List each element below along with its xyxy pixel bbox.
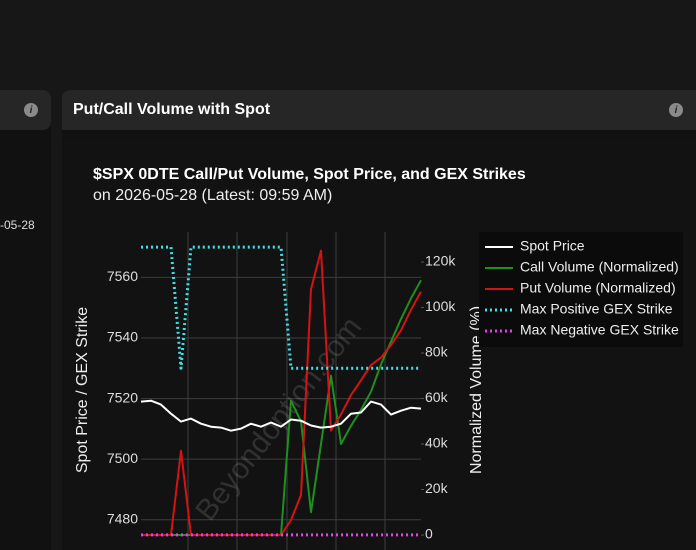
- left-panel: [0, 90, 51, 550]
- y-tick-label: 7480: [107, 510, 138, 526]
- y-tick-label: 7540: [107, 329, 138, 345]
- panel-title: Put/Call Volume with Spot: [73, 101, 271, 118]
- y2-axis-label: Normalized Volume (%): [468, 306, 485, 474]
- chart-title: $SPX 0DTE Call/Put Volume, Spot Price, a…: [93, 166, 526, 183]
- y2-tick-label: 20k: [425, 480, 449, 496]
- y2-tick-label: 60k: [425, 389, 449, 405]
- legend-label: Put Volume (Normalized): [520, 280, 676, 296]
- info-glyph: i: [30, 105, 33, 116]
- y-axis-label: Spot Price / GEX Strike: [74, 307, 91, 473]
- y2-tick-label: 0: [425, 526, 433, 542]
- left-date-fragment: -05-28: [0, 218, 35, 232]
- grid: [141, 232, 421, 550]
- info-icon[interactable]: [24, 103, 38, 117]
- legend-label: Call Volume (Normalized): [520, 259, 679, 275]
- y-tick-label: 7520: [107, 389, 138, 405]
- y2-tick-label: 120k: [425, 253, 456, 269]
- legend: Spot Price Call Volume (Normalized) Put Vo…: [479, 232, 683, 347]
- y2-tick-label: 100k: [425, 298, 456, 314]
- info-icon[interactable]: [669, 103, 683, 117]
- chart-subtitle: on 2026-05-28 (Latest: 09:59 AM): [93, 187, 332, 204]
- panel-header: [62, 90, 696, 130]
- y2-tick-label: 40k: [425, 435, 449, 451]
- y-tick-label: 7500: [107, 450, 138, 466]
- series-line: [140, 399, 422, 432]
- legend-label: Spot Price: [520, 238, 585, 254]
- y2-tick-label: 80k: [425, 344, 449, 360]
- legend-label: Max Positive GEX Strike: [520, 301, 673, 317]
- info-glyph: i: [675, 105, 678, 116]
- legend-label: Max Negative GEX Strike: [520, 322, 679, 338]
- y-tick-label: 7560: [107, 268, 138, 284]
